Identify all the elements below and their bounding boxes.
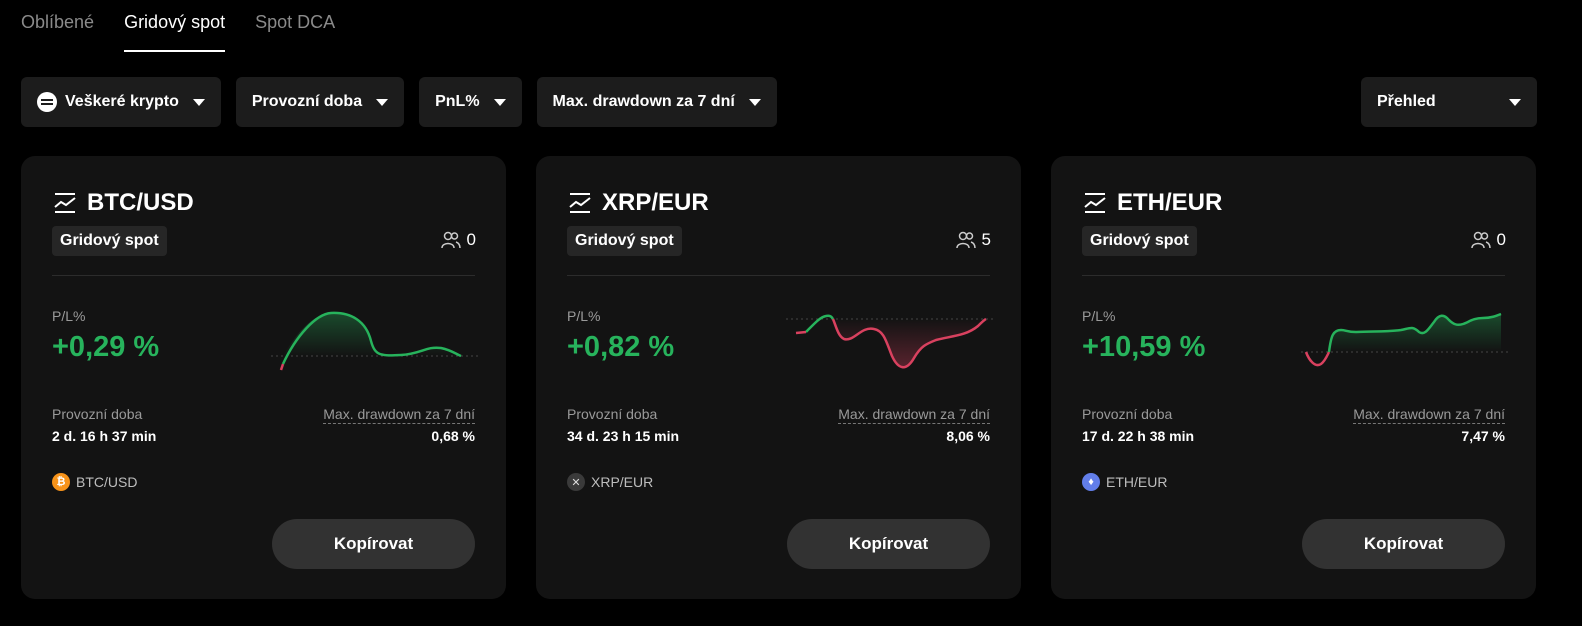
- drawdown-value: 0,68 %: [431, 428, 475, 444]
- followers-count: 0: [1470, 230, 1506, 250]
- pair-row: ₿ BTC/USD: [52, 473, 137, 491]
- caret-down-icon: [493, 98, 506, 106]
- drawdown-filter-dropdown[interactable]: Max. drawdown za 7 dní: [536, 77, 777, 127]
- card-title: ETH/EUR: [1083, 189, 1222, 217]
- ethereum-icon: ♦: [1082, 473, 1100, 491]
- followers-value: 0: [1496, 230, 1506, 249]
- crypto-filter-label: Veškeré krypto: [65, 93, 179, 110]
- followers-value: 5: [981, 230, 991, 249]
- xrp-icon: ✕: [567, 473, 585, 491]
- runtime-filter-label: Provozní doba: [251, 93, 363, 110]
- pair-name: ETH/EUR: [1117, 189, 1223, 216]
- trend-chart-icon: [54, 193, 76, 213]
- pair-name: XRP/EUR: [602, 189, 709, 216]
- pair-label: XRP/EUR: [591, 474, 654, 490]
- copy-button[interactable]: Kopírovat: [1302, 519, 1505, 569]
- pl-value: +0,29 %: [52, 331, 160, 363]
- coins-icon: [37, 92, 57, 112]
- bot-type-badge: Gridový spot: [1082, 226, 1197, 256]
- drawdown-value: 7,47 %: [1461, 428, 1505, 444]
- drawdown-label[interactable]: Max. drawdown za 7 dní: [838, 406, 990, 424]
- runtime-label: Provozní doba: [1082, 406, 1173, 422]
- divider: [567, 275, 990, 276]
- pnl-sparkline: [1301, 312, 1511, 367]
- pair-row: ✕ XRP/EUR: [567, 473, 653, 491]
- pair-label: BTC/USD: [76, 474, 138, 490]
- bitcoin-icon: ₿: [52, 473, 70, 491]
- pl-value: +10,59 %: [1082, 331, 1206, 363]
- users-icon: [440, 231, 461, 249]
- pnl-filter-dropdown[interactable]: PnL%: [419, 77, 522, 127]
- pl-label: P/L%: [567, 308, 601, 324]
- followers-count: 5: [955, 230, 991, 250]
- copy-button[interactable]: Kopírovat: [787, 519, 990, 569]
- tab-favorites[interactable]: Oblíbené: [21, 12, 95, 32]
- drawdown-filter-label: Max. drawdown za 7 dní: [552, 93, 735, 110]
- followers-value: 0: [466, 230, 476, 249]
- runtime-label: Provozní doba: [567, 406, 658, 422]
- runtime-value: 17 d. 22 h 38 min: [1082, 428, 1195, 444]
- pnl-sparkline: [271, 311, 481, 371]
- tab-grid-spot[interactable]: Gridový spot: [124, 0, 226, 52]
- caret-down-icon: [192, 98, 205, 106]
- caret-down-icon: [748, 98, 761, 106]
- trend-chart-icon: [569, 193, 591, 213]
- copy-button[interactable]: Kopírovat: [272, 519, 475, 569]
- trend-chart-icon: [1084, 193, 1106, 213]
- overview-label: Přehled: [1377, 93, 1436, 110]
- bot-type-badge: Gridový spot: [567, 226, 682, 256]
- drawdown-label[interactable]: Max. drawdown za 7 dní: [1353, 406, 1505, 424]
- tab-spot-dca[interactable]: Spot DCA: [255, 12, 336, 32]
- pl-label: P/L%: [52, 308, 86, 324]
- runtime-filter-dropdown[interactable]: Provozní doba: [235, 77, 405, 127]
- overview-sort-dropdown[interactable]: Přehled: [1361, 77, 1537, 127]
- caret-down-icon: [376, 98, 389, 106]
- card-title: BTC/USD: [53, 189, 194, 217]
- followers-count: 0: [440, 230, 476, 250]
- pnl-sparkline: [786, 314, 996, 369]
- pl-label: P/L%: [1082, 308, 1116, 324]
- users-icon: [1470, 231, 1491, 249]
- divider: [1082, 275, 1505, 276]
- tab-bar: Oblíbené Gridový spot Spot DCA: [21, 0, 335, 52]
- runtime-value: 34 d. 23 h 15 min: [567, 428, 680, 444]
- pnl-filter-label: PnL%: [435, 93, 480, 110]
- pair-name: BTC/USD: [87, 189, 194, 216]
- pl-value: +0,82 %: [567, 331, 675, 363]
- crypto-filter-dropdown[interactable]: Veškeré krypto: [21, 77, 221, 127]
- drawdown-label[interactable]: Max. drawdown za 7 dní: [323, 406, 475, 424]
- bot-card-xrp[interactable]: XRP/EUR Gridový spot 5 P/L% +0,82 % Prov…: [536, 156, 1021, 599]
- card-title: XRP/EUR: [568, 189, 709, 217]
- bot-card-eth[interactable]: ETH/EUR Gridový spot 0 P/L% +10,59 % Pro…: [1051, 156, 1536, 599]
- runtime-value: 2 d. 16 h 37 min: [52, 428, 157, 444]
- bot-type-badge: Gridový spot: [52, 226, 167, 256]
- divider: [52, 275, 475, 276]
- drawdown-value: 8,06 %: [946, 428, 990, 444]
- filter-bar: Veškeré krypto Provozní doba PnL% Max. d…: [21, 77, 777, 127]
- pair-row: ♦ ETH/EUR: [1082, 473, 1167, 491]
- caret-down-icon: [1509, 98, 1521, 106]
- runtime-label: Provozní doba: [52, 406, 143, 422]
- pair-label: ETH/EUR: [1106, 474, 1168, 490]
- bot-card-btc[interactable]: BTC/USD Gridový spot 0 P/L% +0,29 % Prov…: [21, 156, 506, 599]
- users-icon: [955, 231, 976, 249]
